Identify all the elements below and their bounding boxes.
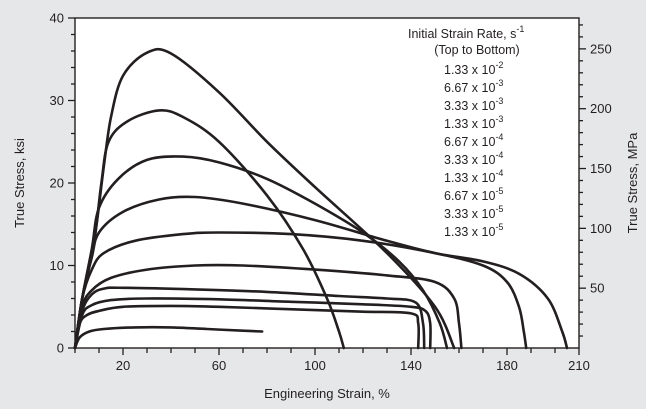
axes-group: 20 60 100 140 180 210 0 10 20 30 40 50 100 150 200 250 (50, 11, 612, 374)
curve-7 (73, 286, 426, 350)
legend-entry: 6.67 x 10-4 (444, 132, 503, 149)
legend-entry: 1.33 x 10-5 (444, 222, 503, 239)
y-tick-label: 20 (50, 176, 64, 191)
y-axis-label-left: True Stress, ksi (12, 138, 27, 228)
curve-6 (73, 263, 463, 350)
curves-group (73, 47, 569, 350)
y-tick-label: 40 (50, 11, 64, 26)
y-right-tick-label: 200 (590, 101, 612, 116)
curve-9 (73, 304, 421, 350)
legend-entry: 3.33 x 10-3 (444, 96, 503, 113)
y-right-tick-label: 100 (590, 221, 612, 236)
y-right-tick-label: 50 (590, 281, 604, 296)
legend-entries: 1.33 x 10-26.67 x 10-33.33 x 10-31.33 x … (444, 60, 503, 239)
legend-title-main: Initial Strain Rate, s (408, 27, 516, 41)
curve-3 (73, 155, 449, 350)
x-axis-label: Engineering Strain, % (264, 386, 390, 401)
legend-title: Initial Strain Rate, s-1 (408, 24, 524, 41)
curve-5 (73, 231, 528, 350)
legend-entry: 1.33 x 10-4 (444, 168, 503, 185)
plot-area (74, 17, 580, 349)
x-tick-label: 100 (304, 358, 326, 373)
legend-subtitle: (Top to Bottom) (434, 43, 519, 57)
legend-entry: 1.33 x 10-2 (444, 60, 503, 77)
legend: Initial Strain Rate, s-1 (Top to Bottom)… (408, 24, 524, 239)
legend-entry: 3.33 x 10-4 (444, 150, 503, 167)
y-right-tick-label: 150 (590, 161, 612, 176)
x-tick-label: 210 (568, 358, 590, 373)
y-tick-label: 30 (50, 93, 64, 108)
x-tick-label: 180 (496, 358, 518, 373)
curve-10 (73, 325, 264, 350)
x-tick-label: 20 (116, 358, 130, 373)
y-axis-label-right: True Stress, MPa (625, 132, 640, 233)
curve-8 (73, 297, 432, 350)
y-tick-label: 10 (50, 258, 64, 273)
curve-4 (73, 195, 569, 350)
x-tick-label: 140 (400, 358, 422, 373)
legend-title-sup: -1 (516, 24, 524, 34)
legend-entry: 6.67 x 10-5 (444, 186, 503, 203)
y-tick-label: 0 (57, 341, 64, 356)
legend-entry: 3.33 x 10-5 (444, 204, 503, 221)
legend-entry: 6.67 x 10-3 (444, 78, 503, 95)
y-right-tick-label: 250 (590, 41, 612, 56)
legend-entry: 1.33 x 10-3 (444, 114, 503, 131)
x-tick-label: 60 (212, 358, 226, 373)
